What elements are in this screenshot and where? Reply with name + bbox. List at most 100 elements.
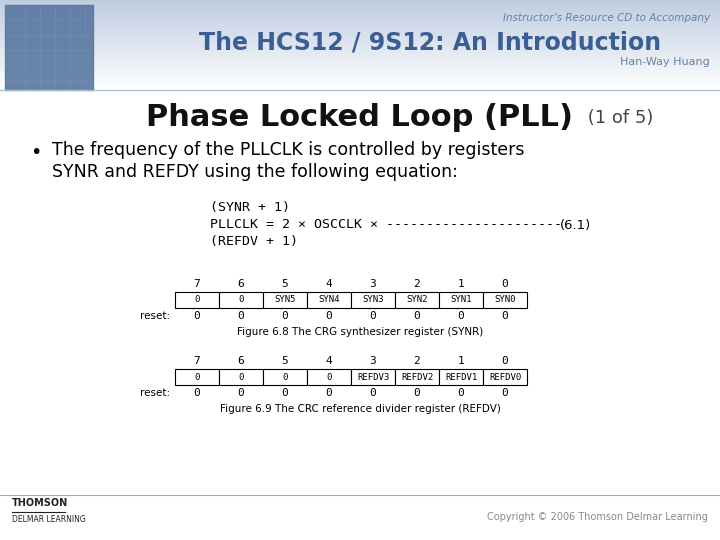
Bar [0, 32, 720, 33]
Text: 0: 0 [502, 279, 508, 289]
Bar [0, 10, 720, 11]
Bar [0, 31, 720, 32]
Bar [0, 43, 720, 44]
Bar [0, 22, 720, 23]
Text: 0: 0 [326, 373, 332, 381]
Text: REFDV3: REFDV3 [357, 373, 389, 381]
Text: THOMSON: THOMSON [12, 498, 68, 508]
Bar [0, 45, 720, 46]
Text: (1 of 5): (1 of 5) [582, 109, 653, 127]
Text: 0: 0 [282, 373, 288, 381]
Bar [351, 369, 395, 385]
Text: 0: 0 [369, 388, 377, 398]
Text: 4: 4 [325, 279, 333, 289]
Bar [0, 57, 720, 58]
Text: 0: 0 [458, 311, 464, 321]
Bar [395, 369, 439, 385]
Bar [0, 51, 720, 52]
Text: SYN1: SYN1 [450, 295, 472, 305]
Bar [0, 82, 720, 83]
Bar [0, 77, 720, 78]
Text: 0: 0 [369, 311, 377, 321]
Bar [0, 88, 720, 89]
Bar [0, 59, 720, 60]
Bar [0, 54, 720, 55]
Text: (REFDV + 1): (REFDV + 1) [210, 235, 298, 248]
Bar [0, 7, 720, 8]
Bar [0, 30, 720, 31]
Text: 1: 1 [458, 356, 464, 366]
Text: 5: 5 [282, 356, 289, 366]
Bar [395, 292, 439, 308]
Bar [439, 292, 483, 308]
Bar [0, 34, 720, 35]
Text: SYN3: SYN3 [362, 295, 384, 305]
Bar [263, 369, 307, 385]
Bar [0, 55, 720, 56]
Bar [0, 8, 720, 9]
Text: 0: 0 [194, 311, 200, 321]
Bar [483, 369, 527, 385]
Text: 0: 0 [238, 373, 243, 381]
Text: 1: 1 [458, 279, 464, 289]
Text: 0: 0 [502, 388, 508, 398]
Text: Han-Way Huang: Han-Way Huang [620, 57, 710, 67]
Text: reset:: reset: [140, 388, 170, 398]
Text: 7: 7 [194, 356, 200, 366]
Text: 3: 3 [369, 279, 377, 289]
Bar [0, 13, 720, 14]
Text: reset:: reset: [140, 311, 170, 321]
Bar [0, 24, 720, 25]
Bar [0, 2, 720, 3]
Text: 5: 5 [282, 279, 289, 289]
Bar [0, 4, 720, 5]
Bar [0, 15, 720, 16]
Text: 6: 6 [238, 356, 244, 366]
Bar [0, 56, 720, 57]
Text: REFDV0: REFDV0 [489, 373, 521, 381]
Text: PLLCLK = 2 × OSCCLK × ----------------------: PLLCLK = 2 × OSCCLK × ------------------… [210, 219, 562, 232]
Text: 0: 0 [458, 388, 464, 398]
Bar [0, 48, 720, 49]
Bar [0, 62, 720, 63]
Bar [0, 72, 720, 73]
Bar [0, 58, 720, 59]
Bar [0, 78, 720, 79]
Text: •: • [30, 144, 41, 163]
Text: The frequency of the PLLCLK is controlled by registers: The frequency of the PLLCLK is controlle… [52, 141, 524, 159]
Bar [0, 64, 720, 65]
Bar [0, 3, 720, 4]
Bar [0, 74, 720, 75]
Text: SYNR and REFDY using the following equation:: SYNR and REFDY using the following equat… [52, 163, 458, 181]
Bar [0, 21, 720, 22]
Bar [0, 33, 720, 34]
Text: 0: 0 [194, 388, 200, 398]
Bar [0, 0, 720, 1]
Text: 0: 0 [502, 311, 508, 321]
Bar [0, 29, 720, 30]
Text: REFDV1: REFDV1 [445, 373, 477, 381]
Bar [0, 85, 720, 86]
Bar [0, 73, 720, 74]
Bar [0, 27, 720, 28]
Bar [175, 369, 219, 385]
Bar [0, 86, 720, 87]
Bar [0, 52, 720, 53]
Bar [0, 67, 720, 68]
Text: Figure 6.9 The CRC reference divider register (REFDV): Figure 6.9 The CRC reference divider reg… [220, 404, 500, 414]
Bar [0, 65, 720, 66]
Bar [0, 12, 720, 13]
Bar [0, 19, 720, 20]
Bar [0, 26, 720, 27]
Bar [0, 63, 720, 64]
Bar [0, 49, 720, 50]
Bar [0, 38, 720, 39]
Bar [0, 47, 720, 48]
Bar [0, 61, 720, 62]
Text: 0: 0 [238, 388, 244, 398]
Bar [263, 292, 307, 308]
Bar [0, 79, 720, 80]
Text: 0: 0 [194, 295, 199, 305]
Text: SYN4: SYN4 [318, 295, 340, 305]
Text: 0: 0 [325, 311, 333, 321]
